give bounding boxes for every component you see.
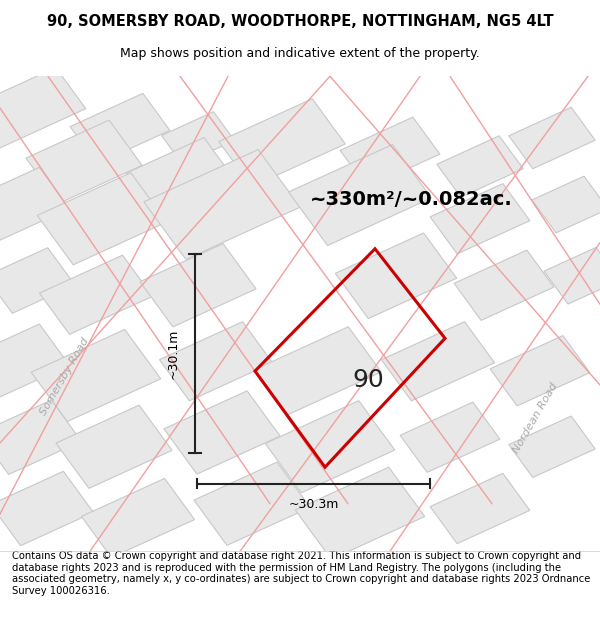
- Polygon shape: [382, 322, 494, 401]
- Polygon shape: [289, 144, 431, 246]
- Text: 90, SOMERSBY ROAD, WOODTHORPE, NOTTINGHAM, NG5 4LT: 90, SOMERSBY ROAD, WOODTHORPE, NOTTINGHA…: [47, 14, 553, 29]
- Polygon shape: [430, 473, 530, 544]
- Polygon shape: [0, 168, 70, 242]
- Text: ~330m²/~0.082ac.: ~330m²/~0.082ac.: [310, 190, 513, 209]
- Polygon shape: [0, 400, 82, 474]
- Polygon shape: [0, 471, 94, 546]
- Polygon shape: [335, 233, 457, 319]
- Polygon shape: [490, 336, 590, 406]
- Polygon shape: [532, 176, 600, 233]
- Polygon shape: [0, 248, 74, 313]
- Text: 90: 90: [352, 368, 384, 392]
- Text: ~30.3m: ~30.3m: [289, 498, 338, 511]
- Text: Nordean Road: Nordean Road: [511, 381, 559, 455]
- Text: Map shows position and indicative extent of the property.: Map shows position and indicative extent…: [120, 48, 480, 60]
- Polygon shape: [544, 248, 600, 304]
- Polygon shape: [437, 136, 523, 198]
- Polygon shape: [37, 173, 167, 265]
- Polygon shape: [164, 391, 280, 474]
- Polygon shape: [144, 149, 300, 259]
- Polygon shape: [430, 184, 530, 254]
- Polygon shape: [0, 68, 86, 151]
- Polygon shape: [509, 107, 595, 169]
- Polygon shape: [400, 402, 500, 472]
- Polygon shape: [26, 120, 142, 203]
- Polygon shape: [265, 401, 395, 492]
- Text: ~30.1m: ~30.1m: [167, 328, 180, 379]
- Polygon shape: [295, 468, 425, 559]
- Polygon shape: [219, 99, 345, 187]
- Polygon shape: [82, 478, 194, 558]
- Polygon shape: [31, 329, 161, 421]
- Polygon shape: [255, 327, 381, 415]
- Polygon shape: [509, 416, 595, 478]
- Polygon shape: [0, 324, 70, 399]
- Polygon shape: [140, 244, 256, 327]
- Polygon shape: [126, 138, 234, 214]
- Polygon shape: [160, 322, 272, 401]
- Polygon shape: [340, 117, 440, 188]
- Polygon shape: [40, 255, 152, 334]
- Polygon shape: [194, 462, 310, 546]
- Text: Somersby Road: Somersby Road: [39, 336, 91, 417]
- Polygon shape: [56, 405, 172, 488]
- Text: Contains OS data © Crown copyright and database right 2021. This information is : Contains OS data © Crown copyright and d…: [12, 551, 590, 596]
- Polygon shape: [161, 112, 235, 164]
- Polygon shape: [70, 93, 170, 164]
- Polygon shape: [454, 250, 554, 321]
